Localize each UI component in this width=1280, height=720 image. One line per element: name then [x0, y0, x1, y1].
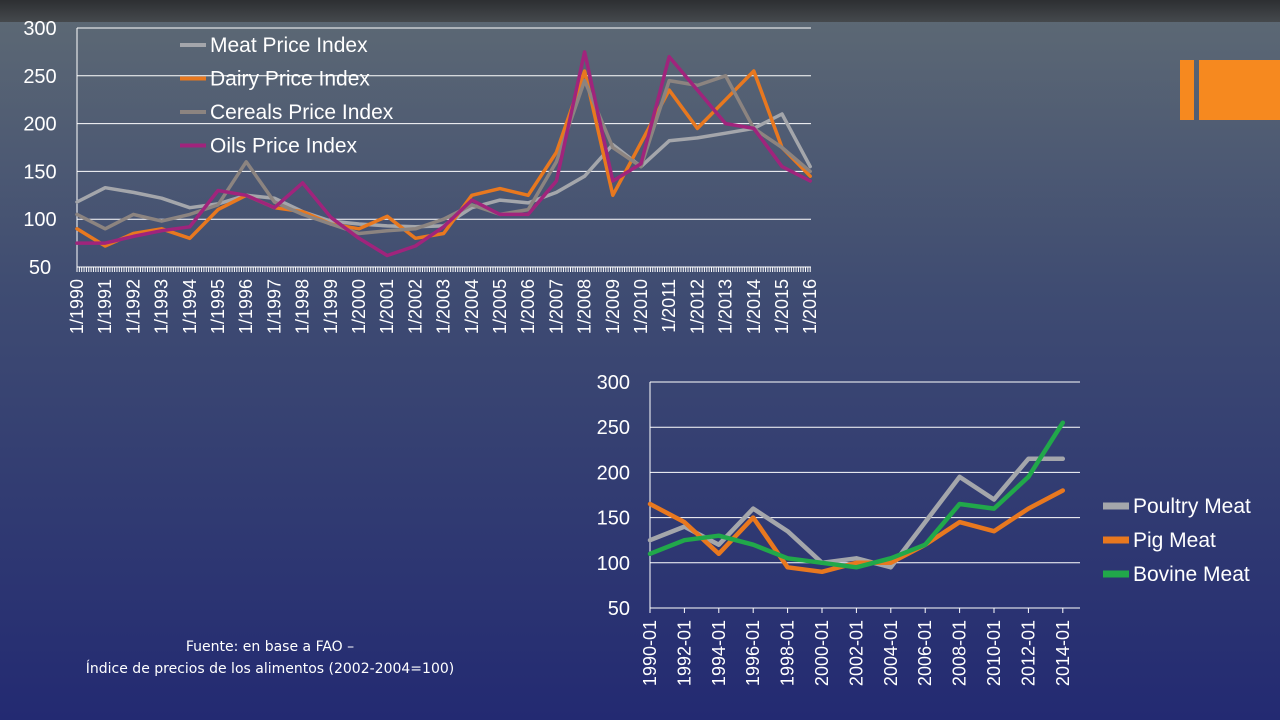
x-tick-label: 1/1995 [208, 279, 228, 334]
x-tick-label: 1/1993 [152, 279, 172, 334]
legend-label-poultry-meat: Poultry Meat [1133, 495, 1251, 518]
legend-label-dairy-price-index: Dairy Price Index [210, 68, 370, 91]
x-tick-label: 1/1991 [95, 279, 115, 334]
x-tick-label: 1/2007 [546, 279, 566, 334]
x-tick-label: 2014-01 [1053, 620, 1073, 686]
x-tick-label: 1/2006 [518, 279, 538, 334]
x-tick-label: 2000-01 [812, 620, 832, 686]
series-line-oils-price-index [75, 50, 812, 258]
y-tick-label: 50 [608, 598, 630, 620]
y-tick-label: 100 [23, 209, 56, 231]
y-tick-label: 250 [597, 417, 630, 439]
x-tick-label: 1/2002 [405, 279, 425, 334]
x-tick-label: 1/2013 [716, 279, 736, 334]
source-note: Fuente: en base a FAO – Índice de precio… [40, 636, 500, 680]
orange-decoration [1180, 60, 1280, 120]
food-price-index-chart: 50 100 150 200 250 300 1/1990 1/1991 1/1992 1/199… [23, 18, 820, 334]
y-tick-label: 150 [597, 508, 630, 530]
x-tick-label: 1/2004 [462, 279, 482, 334]
source-line-2: Índice de precios de los alimentos (2002… [85, 661, 455, 677]
x-tick-label: 1994-01 [709, 620, 729, 686]
y-tick-label: 200 [23, 114, 56, 136]
series-line-poultry-meat [647, 456, 1066, 570]
x-tick-label: 2004-01 [881, 620, 901, 686]
legend-label-oils-price-index: Oils Price Index [210, 135, 358, 158]
top-bar [0, 0, 1280, 22]
x-tick-label: 2012-01 [1018, 620, 1038, 686]
x-tick-label: 1/1992 [123, 279, 143, 334]
y-tick-label: 250 [23, 66, 56, 88]
legend-label-cereals-price-index: Cereals Price Index [210, 101, 394, 124]
y-tick-label: 300 [597, 372, 630, 394]
x-tick-label: 1990-01 [640, 620, 660, 686]
y-tick-label: 50 [29, 257, 51, 279]
x-tick-label: 1/1999 [321, 279, 341, 334]
x-tick-label: 1/2008 [575, 279, 595, 334]
x-tick-label: 1/1994 [180, 279, 200, 334]
x-tick-label: 1/2003 [434, 279, 454, 334]
x-tick-label: 2010-01 [984, 620, 1004, 686]
x-tick-label: 1/2010 [631, 279, 651, 334]
x-tick-label: 1/2005 [490, 279, 510, 334]
x-tick-label: 2002-01 [846, 620, 866, 686]
legend-label-meat-price-index: Meat Price Index [210, 34, 368, 57]
x-tick-label: 1/2009 [603, 279, 623, 334]
x-tick-label: 2008-01 [950, 620, 970, 686]
x-tick-label: 1/2015 [772, 279, 792, 334]
x-tick-label: 1998-01 [778, 620, 798, 686]
x-tick-label: 1992-01 [674, 620, 694, 686]
x-tick-label: 2006-01 [915, 620, 935, 686]
x-tick-label: 1/1998 [293, 279, 313, 334]
orange-bar-block [1199, 60, 1280, 120]
x-tick-label: 1996-01 [743, 620, 763, 686]
x-tick-label: 1/2011 [659, 279, 679, 333]
x-tick-label: 1/1996 [236, 279, 256, 334]
series-line-pig-meat [647, 488, 1066, 575]
x-tick-label: 1/2016 [800, 279, 820, 334]
series-line-bovine-meat [647, 420, 1066, 570]
series-line-dairy-price-index [75, 69, 812, 248]
y-tick-label: 300 [23, 18, 56, 40]
x-tick-label: 1/2001 [377, 279, 397, 334]
y-tick-label: 200 [597, 462, 630, 484]
x-tick-label: 1/1997 [264, 279, 284, 334]
y-tick-label: 150 [23, 161, 56, 183]
source-line-1: Fuente: en base a FAO – [185, 639, 355, 655]
x-tick-label: 1/2000 [349, 279, 369, 334]
x-tick-label: 1/2014 [744, 279, 764, 334]
series-line-cereals-price-index [75, 74, 812, 236]
x-tick-label: 1/2012 [687, 279, 707, 334]
legend-label-pig-meat: Pig Meat [1133, 529, 1216, 552]
legend-label-bovine-meat: Bovine Meat [1133, 563, 1250, 586]
y-tick-label: 100 [597, 553, 630, 575]
orange-bar-thin [1180, 60, 1194, 120]
x-tick-label: 1/1990 [67, 279, 87, 334]
